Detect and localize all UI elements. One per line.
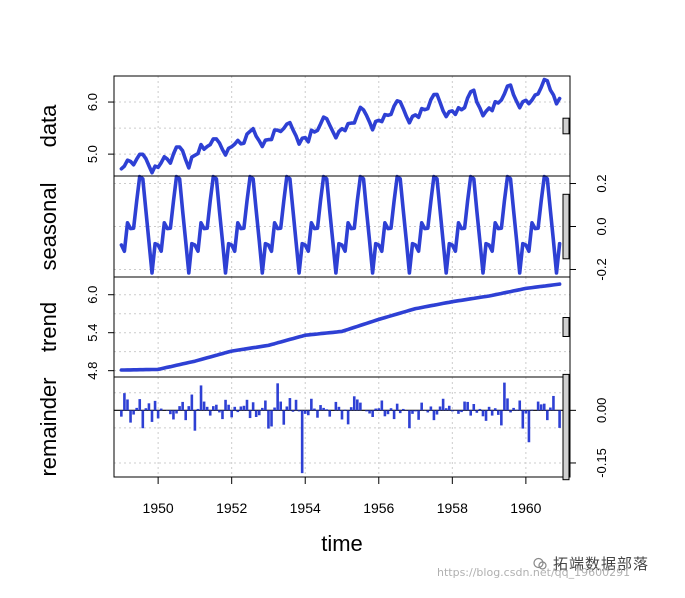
x-tick-label: 1954 — [290, 500, 321, 516]
y-tick-label: -0.2 — [594, 258, 609, 280]
watermark-title: 拓端数据部落 — [553, 555, 650, 573]
x-tick-label: 1960 — [510, 500, 541, 516]
panel-frame — [113, 75, 571, 177]
scale-bar — [562, 117, 570, 135]
panel-trend — [108, 276, 571, 378]
seasonal-series-line — [119, 174, 562, 275]
x-tick-label: 1950 — [143, 500, 174, 516]
scale-bar — [562, 373, 570, 481]
y-tick-label: 4.8 — [85, 362, 100, 380]
y-tick-label: 0.0 — [594, 217, 609, 235]
scale-bar — [562, 193, 570, 260]
x-tick-label: 1958 — [437, 500, 468, 516]
y-tick-label: 5.0 — [85, 145, 100, 163]
y-tick-label: 0.2 — [594, 174, 609, 192]
panel-frame — [113, 376, 571, 478]
x-tick-label: 1952 — [216, 500, 247, 516]
panel-label-trend: trend — [36, 302, 61, 352]
panel-label-data: data — [36, 104, 61, 148]
y-tick-label: 6.0 — [85, 286, 100, 304]
y-tick-label: 6.0 — [85, 93, 100, 111]
wechat-logo-icon — [533, 557, 547, 570]
trend-series-line — [119, 282, 562, 372]
panel-seasonal — [113, 174, 576, 278]
y-tick-label: 0.00 — [594, 398, 609, 423]
panel-label-seasonal: seasonal — [36, 182, 61, 270]
x-axis-label: time — [321, 531, 363, 556]
panel-label-remainder: remainder — [36, 377, 61, 476]
x-tick-label: 1956 — [363, 500, 394, 516]
panel-remainder — [113, 373, 576, 481]
y-tick-label: -0.15 — [594, 448, 609, 478]
watermark-url: https://blog.csdn.net/qq_19600291 — [437, 566, 631, 579]
data-series-line — [119, 77, 562, 175]
panel-data — [108, 75, 571, 177]
y-tick-label: 5.4 — [85, 324, 100, 342]
scale-bar — [562, 317, 570, 337]
